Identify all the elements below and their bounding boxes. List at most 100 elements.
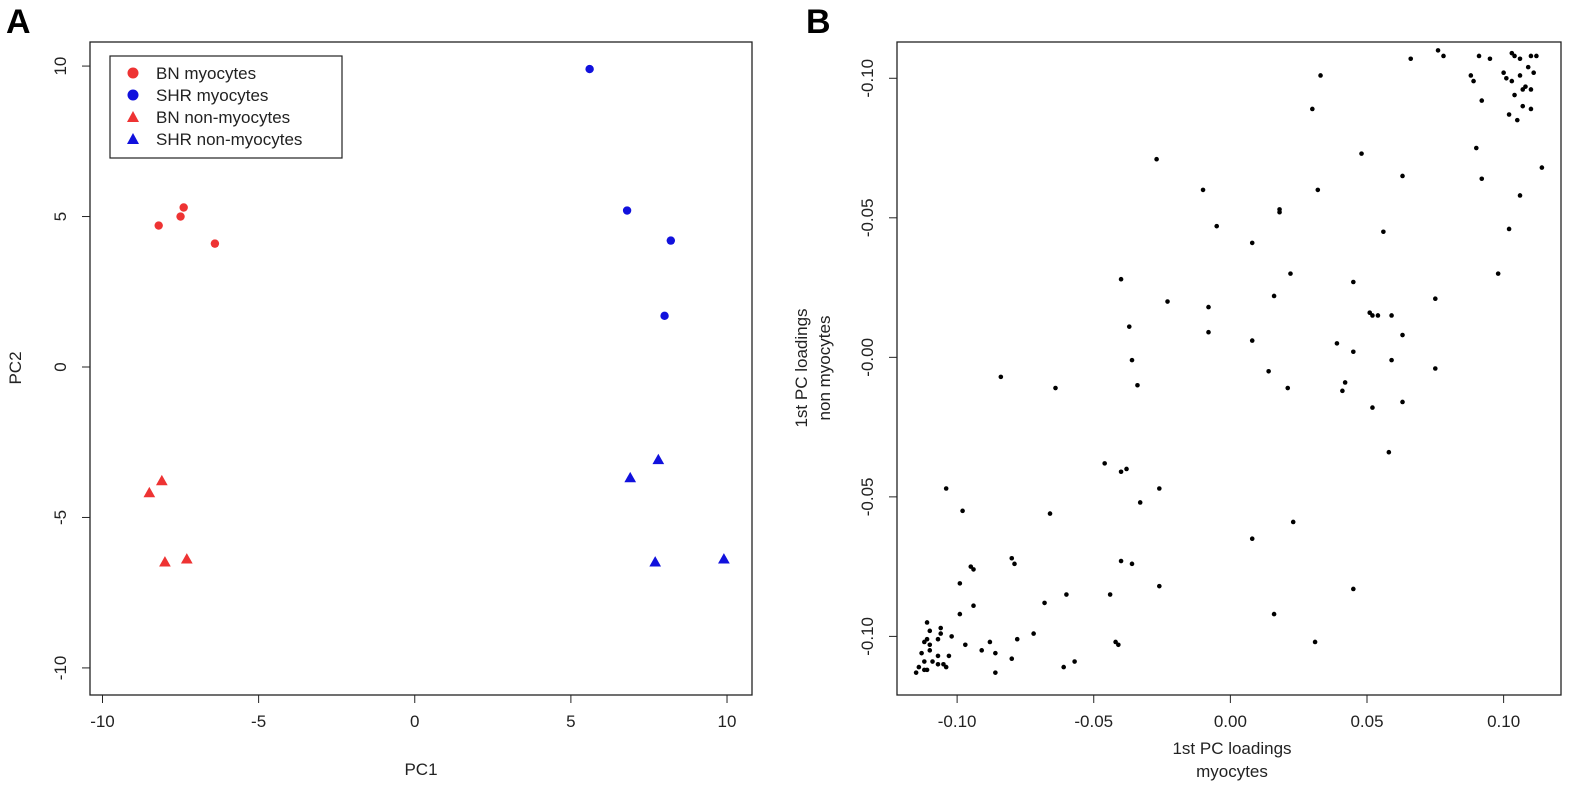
panel-b-y-axis-label-line2: non myocytes	[815, 316, 834, 421]
data-point	[1135, 382, 1140, 388]
data-point	[1288, 271, 1293, 276]
data-point	[1351, 279, 1356, 285]
data-point	[1534, 53, 1539, 59]
panel-a-y-tick-label: 0	[51, 362, 70, 371]
data-point	[993, 650, 998, 656]
panel-a-y-tick-label: 10	[51, 57, 70, 76]
legend-item-shr-non-myocytes: SHR non-myocytes	[127, 130, 302, 149]
data-point	[1107, 592, 1113, 597]
panel-b-y-tick-label: -0.10	[858, 617, 877, 656]
panel-a-chart: -10 -5 0 5 10 -10 -5 0 5 10 PC1 PC2 BN myocytes …	[6, 41, 753, 779]
data-point	[1061, 664, 1066, 670]
panel-b-x-axis-label-line2: myocytes	[1196, 762, 1268, 781]
data-point	[1435, 48, 1441, 53]
data-point	[1157, 583, 1162, 589]
panel-b-chart: -0.10 -0.05 0.00 0.05 0.10 -0.10-0.05-0.00-0…	[792, 41, 1562, 781]
data-point	[1512, 92, 1517, 98]
point-shr-non-myocytes	[652, 453, 665, 465]
data-point	[1528, 53, 1534, 59]
panel-b-y-tick-label: -0.00	[858, 338, 877, 377]
data-point	[957, 611, 963, 617]
data-point	[1014, 636, 1020, 642]
data-point	[935, 653, 941, 659]
panel-a-x-tick-label: 5	[566, 712, 575, 731]
data-point	[1501, 70, 1506, 75]
data-point	[1539, 165, 1545, 170]
legend-box	[109, 55, 343, 159]
data-point	[1528, 106, 1534, 112]
data-point	[1102, 461, 1107, 466]
point-bn-myocytes	[179, 203, 188, 212]
data-point	[1129, 561, 1135, 567]
data-point	[1271, 293, 1277, 299]
panel-b-letter: B	[806, 3, 831, 41]
data-point	[1031, 631, 1036, 636]
data-point	[935, 636, 941, 642]
point-bn-myocytes	[210, 239, 220, 248]
data-point	[927, 628, 933, 634]
legend-marker-shr-non-myocytes	[127, 133, 139, 144]
panel-a-legend: BN myocytes SHR myocytes BN non-myocytes…	[109, 55, 343, 159]
panel-a-y-axis-label: PC2	[6, 351, 25, 384]
data-point	[1504, 75, 1509, 81]
data-point	[1370, 405, 1375, 410]
point-shr-myocytes	[622, 206, 632, 215]
data-point	[1400, 173, 1405, 179]
data-point	[1468, 73, 1474, 78]
data-point	[1359, 151, 1364, 156]
data-point	[1520, 103, 1526, 109]
data-point	[1441, 53, 1446, 59]
point-shr-non-myocytes	[624, 471, 637, 483]
point-shr-myocytes	[585, 64, 594, 74]
data-point	[1351, 349, 1356, 355]
data-point	[1290, 519, 1296, 525]
data-point	[1129, 357, 1135, 363]
data-point	[1126, 324, 1132, 329]
data-point	[1249, 536, 1255, 542]
point-bn-non-myocytes	[180, 553, 193, 564]
data-point	[1386, 449, 1392, 455]
data-point	[1514, 117, 1520, 123]
panel-b-y-axis-label-line1: 1st PC loadings	[792, 308, 811, 427]
data-point	[1206, 329, 1211, 335]
data-point	[1342, 380, 1348, 385]
data-point	[1506, 112, 1512, 117]
data-point	[1473, 145, 1479, 151]
data-point	[1200, 187, 1206, 193]
data-point	[1064, 592, 1069, 597]
data-point	[1509, 78, 1515, 84]
data-point	[1517, 56, 1523, 62]
data-point	[946, 653, 952, 659]
data-point	[1531, 70, 1536, 75]
point-bn-myocytes	[154, 221, 163, 230]
data-point	[979, 648, 985, 653]
data-point	[1525, 64, 1531, 70]
data-point	[1433, 366, 1438, 371]
data-point	[927, 642, 933, 648]
data-point	[930, 659, 935, 664]
data-point	[1214, 223, 1220, 229]
data-point	[1009, 555, 1015, 561]
data-point	[938, 625, 944, 631]
data-point	[1206, 304, 1211, 310]
data-point	[1479, 98, 1485, 103]
panel-a-y-tick-label: 5	[51, 212, 70, 221]
point-bn-non-myocytes	[155, 474, 168, 486]
legend-marker-bn-non-myocytes	[127, 111, 139, 122]
data-point	[1528, 87, 1534, 92]
legend-item-bn-non-myocytes: BN non-myocytes	[127, 108, 290, 127]
legend-label-bn-myocytes: BN myocytes	[156, 64, 256, 83]
data-point	[1400, 399, 1405, 405]
data-point	[1165, 299, 1170, 304]
data-point	[1318, 73, 1323, 78]
panel-b-x-tick-label: -0.10	[938, 712, 977, 731]
panel-a-y-ticks: -10 -5 0 5 10	[51, 57, 91, 680]
data-point	[1495, 271, 1501, 276]
point-shr-non-myocytes	[649, 556, 662, 567]
data-point	[1249, 240, 1255, 246]
data-point	[1271, 611, 1277, 617]
panel-b-y-ticks: -0.10 -0.05 -0.00 -0.05 -0.10	[858, 59, 898, 656]
panel-b-x-tick-label: 0.05	[1350, 712, 1383, 731]
legend-label-shr-myocytes: SHR myocytes	[156, 86, 268, 105]
